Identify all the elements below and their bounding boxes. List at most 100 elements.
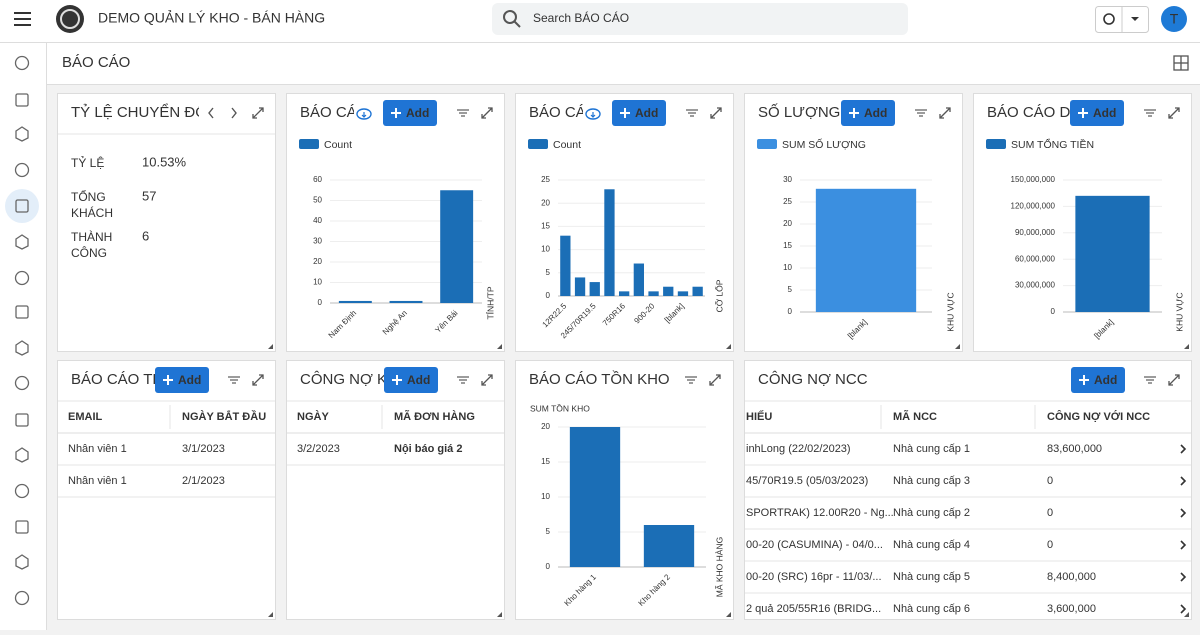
row-chevron[interactable] xyxy=(1180,572,1187,582)
sidebar-icon[interactable] xyxy=(14,375,30,391)
export-button[interactable] xyxy=(583,103,603,123)
icon-shape xyxy=(939,107,951,119)
menu-bar xyxy=(14,18,31,20)
sidebar-icon[interactable] xyxy=(15,93,29,107)
table-cell: 3/1/2023 xyxy=(182,443,225,455)
expand-button[interactable] xyxy=(710,107,722,119)
icon-shape xyxy=(15,554,29,570)
search-icon-handle xyxy=(513,20,521,28)
sidebar-icon[interactable] xyxy=(14,55,30,71)
sidebar-icon[interactable] xyxy=(15,413,29,427)
sidebar-icon[interactable] xyxy=(15,305,29,319)
sidebar-icon[interactable] xyxy=(15,520,29,534)
sidebar-icon[interactable] xyxy=(15,126,29,142)
bar xyxy=(677,291,689,296)
y-tick-label: 30 xyxy=(783,175,792,184)
icon-shape xyxy=(939,107,951,119)
stat-label-box: TỔNG KHÁCH xyxy=(71,190,113,220)
sidebar-icon[interactable] xyxy=(15,199,29,213)
search-icon xyxy=(503,10,517,24)
add-button[interactable]: Add xyxy=(841,100,895,126)
export-button[interactable] xyxy=(354,103,374,123)
sidebar-icon[interactable] xyxy=(14,590,30,606)
add-button[interactable]: Add xyxy=(383,100,437,126)
filter-button[interactable] xyxy=(686,109,698,117)
filter-button[interactable] xyxy=(1144,376,1156,384)
sidebar-icon[interactable] xyxy=(14,270,30,286)
add-button[interactable]: Add xyxy=(384,367,438,393)
bar xyxy=(589,282,600,296)
table-cell: Nhà cung cấp 1 xyxy=(893,443,970,455)
filter-button[interactable] xyxy=(915,109,927,117)
icon-shape xyxy=(481,374,493,386)
column-header: HIẾU xyxy=(746,410,772,423)
expand-button[interactable] xyxy=(481,374,493,386)
add-button[interactable]: Add xyxy=(155,367,209,393)
row-chevron[interactable] xyxy=(1180,476,1187,486)
icon-shape xyxy=(14,162,30,178)
sidebar-icon[interactable] xyxy=(14,483,30,499)
y-tick-label: 20 xyxy=(783,219,792,228)
icon-shape xyxy=(252,107,264,119)
icon-shape xyxy=(1168,107,1180,119)
icon-shape xyxy=(849,108,859,118)
icon-shape xyxy=(620,108,630,118)
expand-button[interactable] xyxy=(709,374,721,386)
icon-shape xyxy=(14,270,30,286)
table-cell: 83,600,000 xyxy=(1047,443,1102,455)
sidebar-icon[interactable] xyxy=(14,162,30,178)
table-cell[interactable]: Nội báo giá 2 xyxy=(394,443,462,455)
filter-button[interactable] xyxy=(457,109,469,117)
filter-button[interactable] xyxy=(685,376,697,384)
y-tick-label: 0 xyxy=(546,291,551,300)
row-chevron[interactable] xyxy=(1180,444,1187,454)
widget-card: TỶ LỆ CHUYỂN ĐỔI TỶ LỆ 10.53% TỔNG KHÁCH 57 T… xyxy=(57,93,276,352)
filter-button[interactable] xyxy=(1144,109,1156,117)
next-button[interactable] xyxy=(231,107,237,119)
expand-button[interactable] xyxy=(1168,374,1180,386)
filter-button[interactable] xyxy=(228,376,240,384)
column-header: EMAIL xyxy=(68,411,103,423)
x-axis-title: KHU VỰC xyxy=(1174,292,1184,331)
button-bg xyxy=(155,367,209,393)
table-cell: Nhân viên 1 xyxy=(68,475,127,487)
expand-button[interactable] xyxy=(1168,107,1180,119)
expand-button[interactable] xyxy=(481,107,493,119)
button-label: Add xyxy=(1094,373,1117,387)
icon-shape xyxy=(15,93,29,107)
card-title: BÁO CÁO TH xyxy=(71,371,163,388)
icon-shape xyxy=(709,374,721,386)
row-chevron[interactable] xyxy=(1180,540,1187,550)
expand-button[interactable] xyxy=(252,374,264,386)
icon-shape xyxy=(252,374,264,386)
stat-value: 6 xyxy=(142,228,149,243)
y-axis-title: SUM TỒN KHO xyxy=(530,402,590,413)
stat-value: 10.53% xyxy=(142,154,187,169)
dropdown-caret[interactable] xyxy=(1131,17,1139,21)
sidebar-icon[interactable] xyxy=(15,340,29,356)
expand-button[interactable] xyxy=(252,107,264,119)
sidebar-icon[interactable] xyxy=(15,554,29,570)
search-box[interactable] xyxy=(492,3,908,35)
sidebar-icon[interactable] xyxy=(15,234,29,250)
filter-button[interactable] xyxy=(457,376,469,384)
table-cell: 2 quả 205/55R16 (BRIDG... xyxy=(746,603,881,615)
add-button[interactable]: Add xyxy=(1070,100,1124,126)
resize-handle xyxy=(497,612,502,617)
add-button[interactable]: Add xyxy=(1071,367,1125,393)
icon-shape xyxy=(590,112,596,118)
avatar[interactable] xyxy=(1161,6,1187,32)
row-chevron[interactable] xyxy=(1180,508,1187,518)
y-tick-label: 0 xyxy=(1051,307,1056,316)
icon-shape xyxy=(1168,374,1180,386)
row-chevron[interactable] xyxy=(1180,604,1187,614)
y-tick-label: 25 xyxy=(783,197,792,206)
prev-button[interactable] xyxy=(208,107,214,119)
y-tick-label: 5 xyxy=(788,285,793,294)
layout-button[interactable] xyxy=(1173,55,1189,71)
menu-button[interactable] xyxy=(14,12,31,26)
expand-button[interactable] xyxy=(939,107,951,119)
sidebar-icon[interactable] xyxy=(15,447,29,463)
add-button[interactable]: Add xyxy=(612,100,666,126)
